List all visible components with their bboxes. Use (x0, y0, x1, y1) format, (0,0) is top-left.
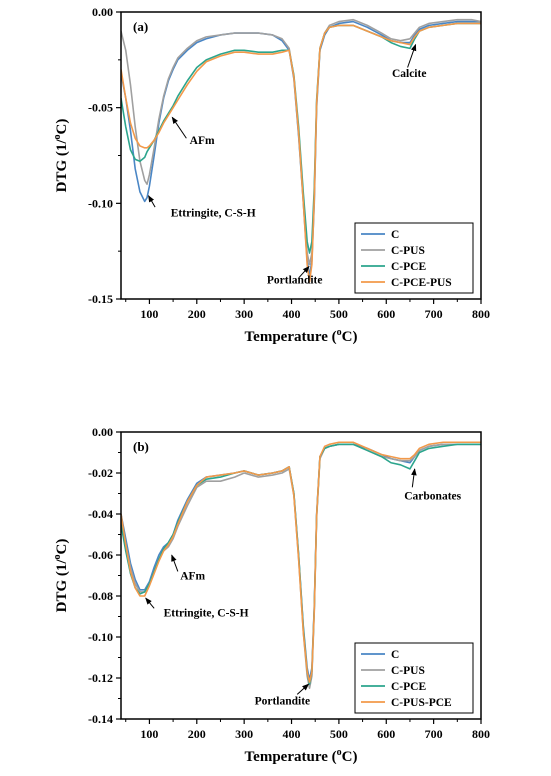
x-tick-label: 800 (472, 727, 490, 741)
annotation-label: Portlandite (255, 696, 311, 708)
y-tick-label: -0.02 (88, 466, 113, 480)
x-tick-label: 100 (140, 307, 158, 321)
x-axis-title-tail: C) (342, 329, 358, 345)
x-axis-title-sup: o (337, 747, 342, 758)
annotation-label: Portlandite (267, 275, 323, 287)
x-tick-label: 400 (283, 727, 301, 741)
legend-label: C-PCE-PUS (391, 277, 452, 289)
panel-label: (a) (133, 19, 148, 34)
x-tick-label: 700 (425, 307, 443, 321)
y-tick-label: -0.10 (88, 630, 113, 644)
y-tick-label: -0.05 (88, 101, 113, 115)
y-axis-title-tail: C) (54, 119, 70, 135)
series-line-c-pus-pce (121, 441, 481, 683)
annotation-arrow (298, 265, 310, 279)
y-axis-title: DTG (1/oC) (52, 539, 70, 613)
series-group (121, 18, 481, 283)
panel-label: (b) (133, 439, 149, 454)
y-axis-title-main: DTG (1/ (54, 139, 70, 193)
x-axis-title: Temperature (oC) (245, 327, 358, 345)
x-tick-label: 700 (425, 727, 443, 741)
legend-label: C-PCE (391, 681, 426, 693)
x-axis-title: Temperature (oC) (245, 747, 358, 765)
x-tick-label: 300 (235, 727, 253, 741)
annotation-label: Carbonates (404, 491, 461, 503)
y-tick-label: 0.00 (92, 425, 113, 439)
x-tick-label: 100 (140, 727, 158, 741)
x-tick-label: 300 (235, 307, 253, 321)
y-tick-label: -0.15 (88, 292, 113, 306)
annotation-arrow (171, 116, 187, 139)
x-tick-label: 600 (377, 307, 395, 321)
x-tick-label: 800 (472, 307, 490, 321)
x-axis-title-main: Temperature ( (245, 749, 337, 765)
x-tick-label: 500 (330, 727, 348, 741)
annotation-arrow (145, 597, 155, 609)
panel-b: 100 200 300 400 500 600 700 800 0.00 -0.02 -0.04 -0… (52, 425, 490, 765)
legend-label: C-PUS (391, 245, 425, 257)
series-group (121, 441, 481, 690)
annotation-arrow (411, 468, 417, 488)
y-axis-title-sup: o (52, 554, 63, 559)
annotation-arrow (148, 195, 156, 208)
y-tick-label: -0.06 (88, 548, 113, 562)
legend-label: C-PUS (391, 665, 425, 677)
annotation-label: Ettringite, C-S-H (164, 608, 249, 620)
annotation-arrow (296, 683, 310, 695)
y-tick-label: 0.00 (92, 5, 113, 19)
x-tick-label: 400 (283, 307, 301, 321)
annotation-arrow (171, 554, 179, 572)
legend-label: C-PUS-PCE (391, 697, 452, 709)
series-line-c-pce-pus (121, 22, 481, 283)
y-tick-label: -0.14 (88, 712, 113, 726)
y-tick-label: -0.10 (88, 196, 113, 210)
x-tick-label: 600 (377, 727, 395, 741)
y-axis-title-tail: C) (54, 539, 70, 555)
y-axis-title: DTG (1/oC) (52, 119, 70, 193)
legend-label: C (391, 649, 399, 661)
y-tick-label: -0.12 (88, 671, 113, 685)
legend-label: C-PCE (391, 261, 426, 273)
y-tick-label: -0.08 (88, 589, 113, 603)
y-tick-label: -0.04 (88, 507, 113, 521)
annotation-label: AFm (180, 571, 205, 583)
y-axis-title-sup: o (52, 134, 63, 139)
x-tick-label: 200 (188, 307, 206, 321)
annotation-label: Calcite (392, 68, 426, 80)
x-tick-label: 500 (330, 307, 348, 321)
x-axis-title-main: Temperature ( (245, 329, 337, 345)
annotation-arrow (407, 43, 417, 68)
annotation-label: AFm (190, 135, 215, 147)
x-axis-title-sup: o (337, 327, 342, 338)
annotation-label: Ettringite, C-S-H (171, 208, 256, 220)
panel-a: 100 200 300 400 500 600 700 800 0.00 -0.05 -0.10 -0… (52, 5, 490, 345)
y-axis-title-main: DTG (1/ (54, 559, 70, 613)
x-axis-title-tail: C) (342, 749, 358, 765)
x-tick-label: 200 (188, 727, 206, 741)
legend-label: C (391, 229, 399, 241)
